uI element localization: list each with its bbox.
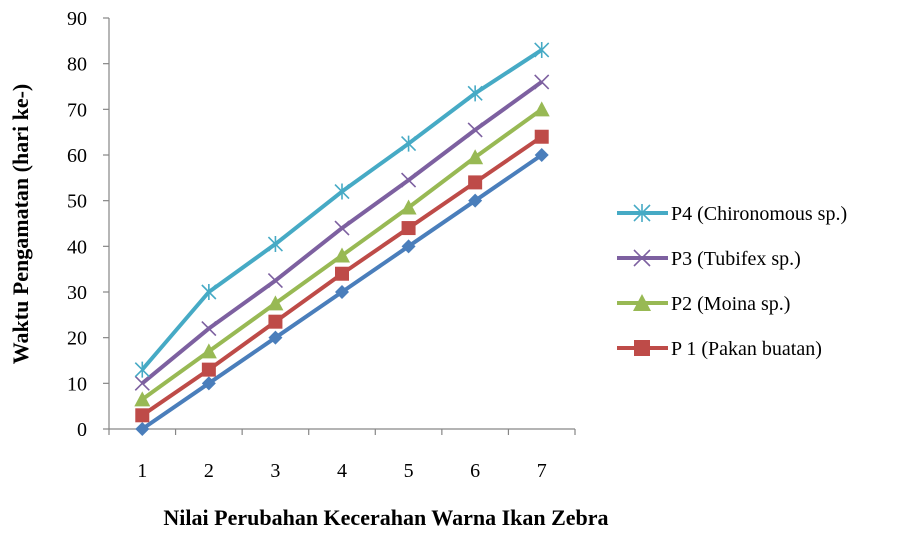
data-point [400,199,417,215]
y-tick-label: 0 [77,419,87,441]
series [135,148,549,436]
legend-label: P 1 (Pakan buatan) [671,338,822,360]
x-tick-label: 7 [537,460,547,482]
data-point [467,149,484,165]
series-group [134,41,550,436]
data-point [334,220,350,236]
y-tick-label: 50 [67,191,87,213]
legend-item: P 1 (Pakan buatan) [617,338,822,360]
data-point [634,340,650,356]
data-point [267,236,283,253]
x-tick-label: 5 [404,460,414,482]
data-point [134,361,150,378]
data-point [134,375,150,391]
data-point [401,221,416,236]
data-point [468,193,483,208]
data-point [401,172,417,188]
data-point [467,122,483,138]
series [134,41,550,378]
data-point [334,247,350,263]
x-axis-label: Nilai Perubahan Kecerahan Warna Ikan Zeb… [163,505,608,530]
data-point [534,41,550,58]
y-axis-label: Waktu Pengamatan (hari ke-) [8,84,33,365]
data-point [534,74,550,90]
y-tick-label: 20 [67,328,87,350]
x-tick-label: 3 [270,460,280,482]
data-point [401,135,417,152]
series [134,74,550,391]
data-point [534,148,549,162]
data-point [201,284,217,300]
data-point [268,314,283,329]
data-point [534,129,549,144]
legend-item: P2 (Moina sp.) [617,293,790,315]
y-tick-label: 10 [67,373,87,395]
data-point [401,239,416,254]
data-point [633,294,651,311]
legend-label: P4 (Chironomous sp.) [671,203,847,225]
data-point [334,183,350,200]
legend-label: P3 (Tubifex sp.) [671,248,801,270]
series [135,129,549,423]
data-point [201,376,216,391]
series [134,101,550,407]
data-point [268,330,283,345]
data-point [335,266,349,281]
y-tick-label: 80 [67,54,87,76]
data-point [267,295,284,311]
legend-item: P3 (Tubifex sp.) [617,248,801,270]
data-point [134,391,151,407]
y-tick-label: 70 [67,99,87,121]
data-point [267,273,283,289]
data-point [633,204,651,222]
data-point [335,285,349,299]
legend-label: P2 (Moina sp.) [671,293,790,315]
y-tick-label: 30 [67,282,87,304]
x-tick-label: 1 [137,460,147,482]
x-tick-label: 6 [470,460,480,482]
data-point [201,362,216,377]
data-point [135,408,150,423]
data-point [468,175,483,190]
legend: P4 (Chironomous sp.) P3 (Tubifex sp.) P2 (… [617,203,847,360]
data-point [201,320,217,337]
y-tick-label: 40 [67,236,87,258]
data-point [467,85,483,102]
x-tick-label: 4 [337,460,347,482]
y-tick-label: 90 [67,8,87,30]
legend-item: P4 (Chironomous sp.) [617,203,847,225]
data-point [633,249,651,267]
axes: 0 10 20 30 40 50 60 70 80 90 1 2 3 4 5 6 7 [67,8,576,482]
data-point [200,343,217,359]
data-point [533,101,550,117]
series-line [141,80,543,385]
x-tick-label: 2 [204,460,214,482]
y-tick-label: 60 [67,145,87,167]
data-point [135,422,150,436]
